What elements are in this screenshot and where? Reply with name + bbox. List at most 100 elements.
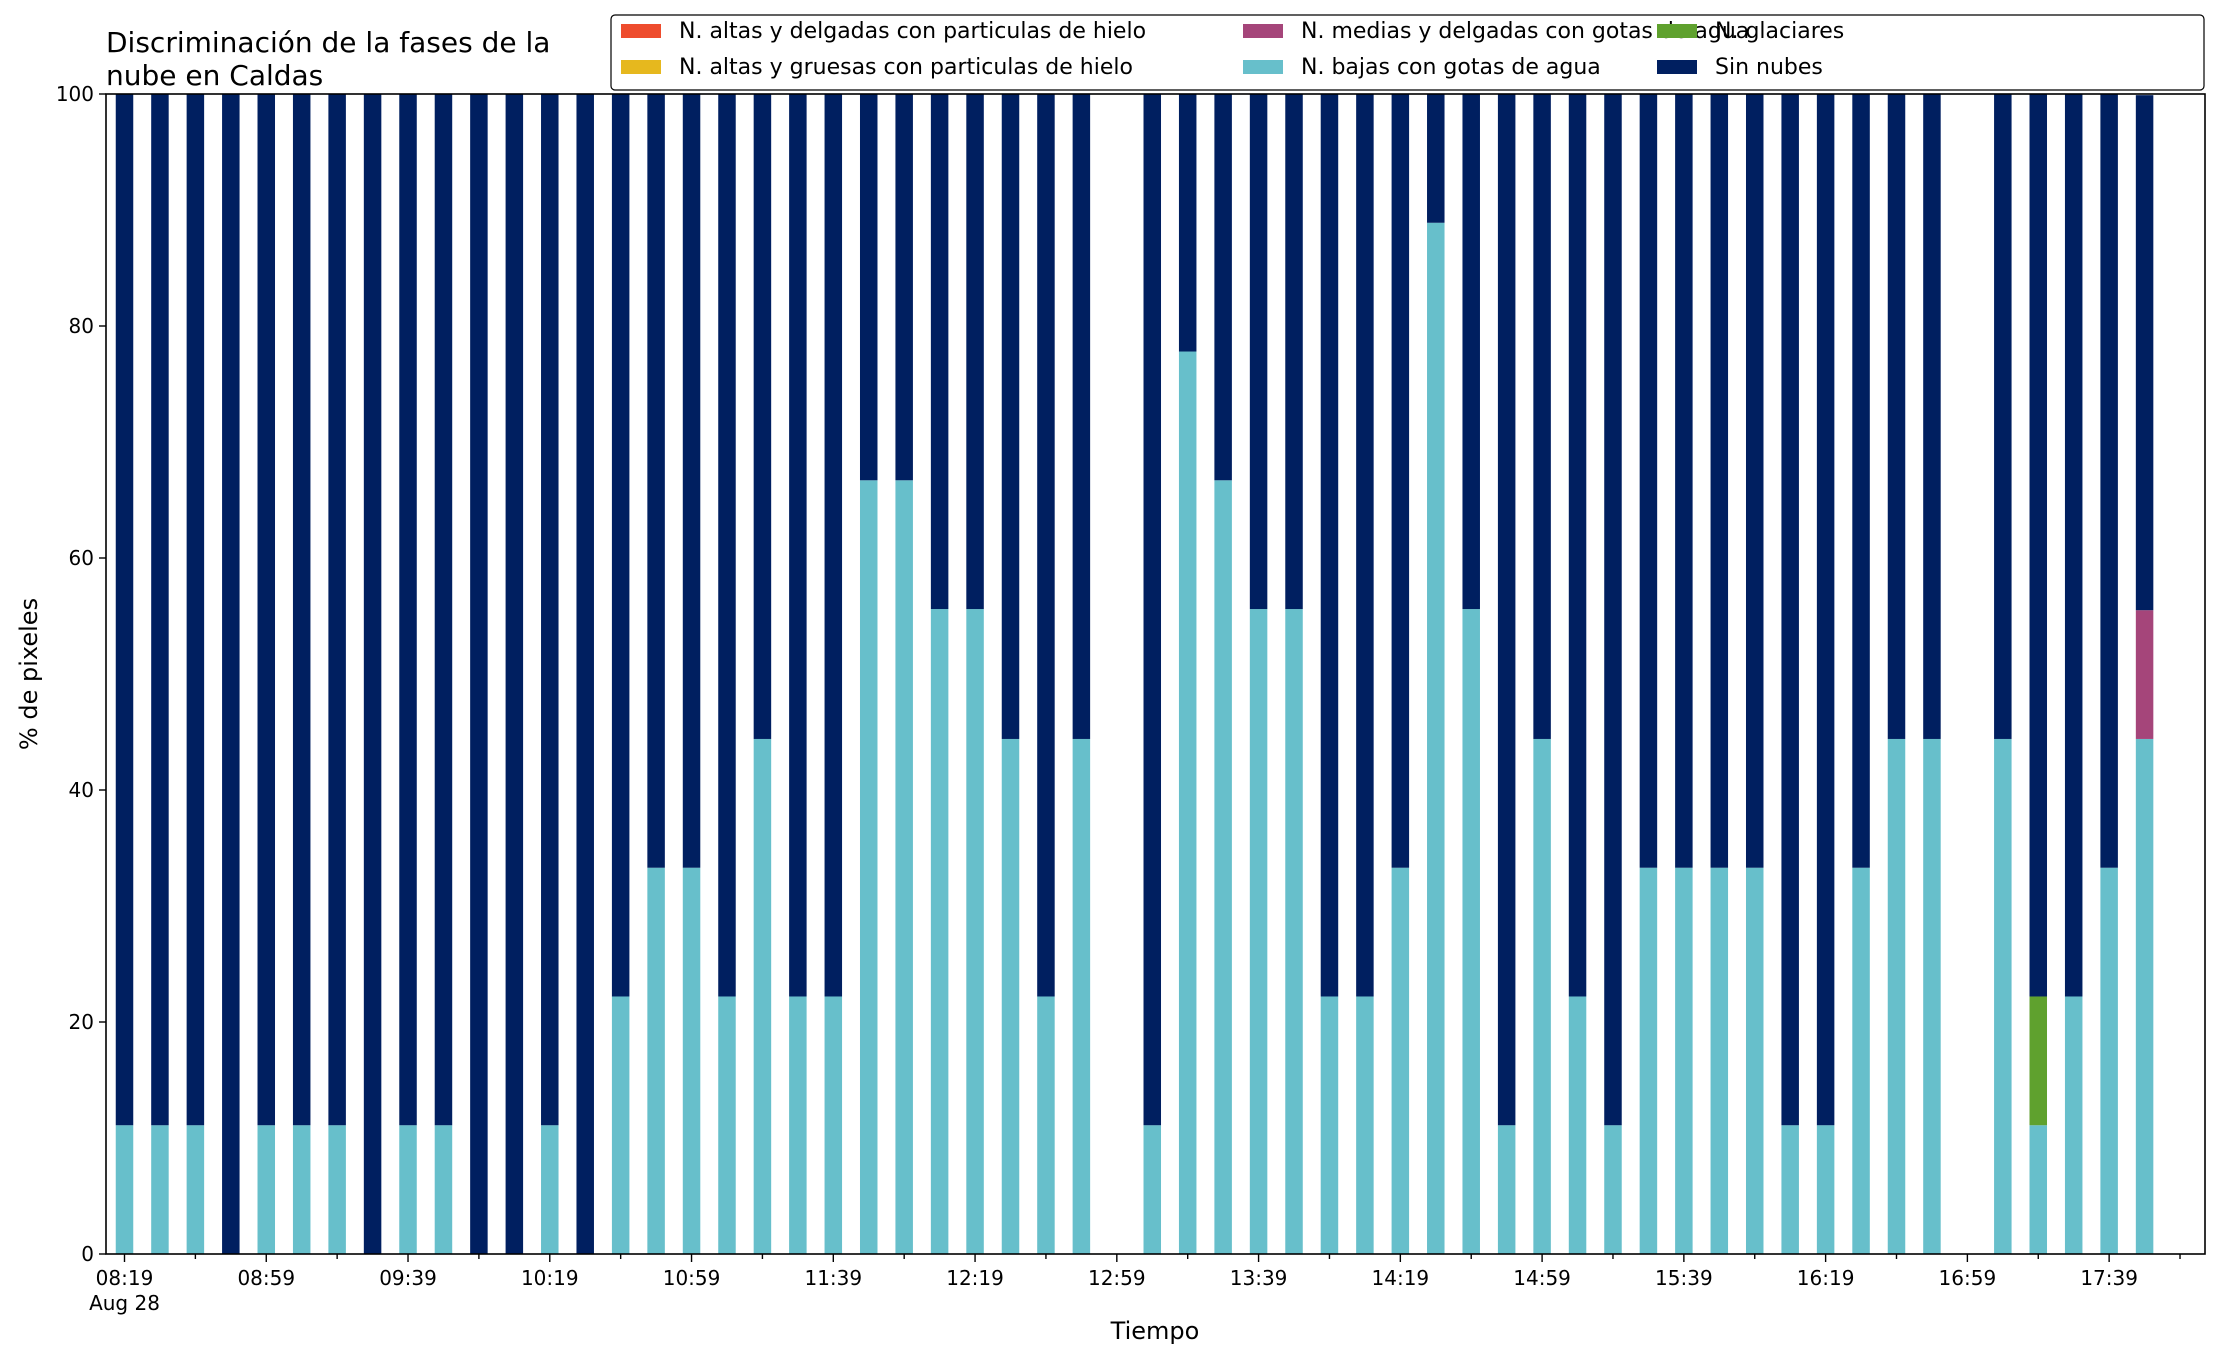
y-tick-label: 40 bbox=[69, 778, 94, 802]
legend-swatch bbox=[1657, 60, 1697, 74]
bar-segment-1739-s2 bbox=[2100, 867, 2118, 1254]
bar-segment-1329-s5 bbox=[1214, 94, 1232, 481]
x-tick-label: 11:39 bbox=[804, 1266, 862, 1290]
bar-segment-1619-s5 bbox=[1816, 94, 1835, 1126]
x-tick-label: 13:39 bbox=[1230, 1266, 1288, 1290]
bar-segment-0859-s2 bbox=[257, 1125, 276, 1254]
bar-segment-1229-s2 bbox=[1001, 738, 1020, 1254]
bar-segment-1719-s3 bbox=[2029, 996, 2048, 1126]
bars-group bbox=[115, 94, 2154, 1254]
bar-segment-1149-s2 bbox=[859, 480, 878, 1254]
legend-swatch bbox=[621, 60, 661, 74]
bar-segment-1749-s4 bbox=[2135, 610, 2154, 739]
bar-segment-1349-s2 bbox=[1285, 609, 1303, 1254]
bar-segment-1129-s2 bbox=[789, 996, 807, 1254]
y-tick-label: 20 bbox=[69, 1010, 94, 1034]
bar-segment-0949-s5 bbox=[434, 94, 453, 1126]
bar-segment-1549-s2 bbox=[1710, 867, 1729, 1254]
bar-segment-1029-s5 bbox=[576, 94, 594, 1254]
bar-segment-1449-s5 bbox=[1497, 94, 1516, 1126]
bar-segment-1119-s2 bbox=[753, 738, 772, 1254]
bar-segment-0839-s5 bbox=[186, 94, 205, 1126]
bar-segment-1239-s5 bbox=[1037, 94, 1055, 997]
bar-segment-1209-s5 bbox=[930, 94, 949, 610]
legend-label: Sin nubes bbox=[1715, 55, 1823, 80]
bar-segment-1409-s2 bbox=[1356, 996, 1374, 1254]
bar-segment-1619-s2 bbox=[1816, 1125, 1835, 1254]
bar-segment-1159-s2 bbox=[895, 480, 913, 1254]
bar-segment-0939-s5 bbox=[399, 94, 417, 1126]
bar-segment-1039-s2 bbox=[611, 996, 630, 1254]
legend-label: N. altas y delgadas con particulas de hi… bbox=[679, 19, 1146, 44]
x-tick-label: 16:59 bbox=[1939, 1266, 1997, 1290]
bar-segment-1459-s2 bbox=[1533, 738, 1551, 1254]
bar-segment-1709-s5 bbox=[1994, 94, 2012, 739]
bar-segment-1719-s2 bbox=[2029, 1125, 2048, 1254]
bar-segment-0929-s5 bbox=[363, 94, 382, 1254]
bar-segment-1729-s2 bbox=[2064, 996, 2083, 1254]
y-axis-label: % de pixeles bbox=[15, 598, 43, 750]
y-tick-label: 0 bbox=[81, 1242, 94, 1266]
bar-segment-1559-s2 bbox=[1745, 867, 1764, 1254]
bar-segment-1429-s2 bbox=[1427, 222, 1445, 1254]
x-tick-label: 09:39 bbox=[379, 1266, 437, 1290]
bar-segment-1109-s5 bbox=[718, 94, 736, 997]
bar-segment-1519-s2 bbox=[1604, 1125, 1622, 1254]
bar-segment-1359-s5 bbox=[1320, 94, 1339, 997]
bar-segment-1109-s2 bbox=[718, 996, 736, 1254]
bar-segment-1319-s5 bbox=[1178, 94, 1197, 352]
bar-segment-1629-s2 bbox=[1852, 867, 1870, 1254]
x-tick-label: 08:19 bbox=[96, 1266, 154, 1290]
bar-segment-0849-s5 bbox=[222, 94, 240, 1254]
bar-segment-1339-s5 bbox=[1249, 94, 1268, 610]
bar-segment-1049-s5 bbox=[647, 94, 665, 868]
x-tick-label: 10:59 bbox=[663, 1266, 721, 1290]
x-axis-label: Tiempo bbox=[1110, 1317, 1200, 1345]
bar-segment-1429-s5 bbox=[1427, 94, 1445, 223]
bar-segment-1649-s5 bbox=[1923, 94, 1941, 739]
bar-segment-0959-s5 bbox=[470, 94, 488, 1254]
y-tick-label: 80 bbox=[69, 314, 94, 338]
x-tick-label: 12:19 bbox=[946, 1266, 1004, 1290]
x-tick-sublabel-date: Aug 28 bbox=[89, 1291, 160, 1315]
x-tick-label: 08:59 bbox=[237, 1266, 295, 1290]
bar-segment-1609-s5 bbox=[1781, 94, 1799, 1126]
bar-segment-1309-s2 bbox=[1143, 1125, 1162, 1254]
bar-segment-1359-s2 bbox=[1320, 996, 1339, 1254]
bar-segment-1339-s2 bbox=[1249, 609, 1268, 1254]
legend-label: N. glaciares bbox=[1715, 19, 1844, 44]
bar-segment-1459-s5 bbox=[1533, 94, 1551, 739]
bar-segment-1059-s5 bbox=[682, 94, 701, 868]
bar-segment-0839-s2 bbox=[186, 1125, 205, 1254]
bar-segment-1139-s5 bbox=[824, 94, 843, 997]
bar-segment-1209-s2 bbox=[930, 609, 949, 1254]
legend-frame bbox=[610, 14, 2205, 91]
bar-segment-1539-s5 bbox=[1675, 94, 1693, 868]
bar-segment-0819-s2 bbox=[115, 1125, 134, 1254]
bar-segment-0819-s5 bbox=[115, 94, 134, 1126]
bar-segment-1009-s5 bbox=[505, 94, 524, 1254]
legend: N. altas y delgadas con particulas de hi… bbox=[610, 14, 2205, 91]
bar-segment-1319-s2 bbox=[1178, 351, 1197, 1254]
chart-title-line-2: nube en Caldas bbox=[106, 59, 323, 92]
bar-segment-1239-s2 bbox=[1037, 996, 1055, 1254]
bar-segment-0909-s2 bbox=[292, 1125, 311, 1254]
bar-segment-0829-s2 bbox=[151, 1125, 169, 1254]
bar-segment-1729-s5 bbox=[2064, 94, 2083, 997]
bar-segment-1629-s5 bbox=[1852, 94, 1870, 868]
chart-title-line-1: Discriminación de la fases de la bbox=[106, 26, 550, 59]
bar-segment-1309-s5 bbox=[1143, 94, 1162, 1126]
x-tick-label: 14:59 bbox=[1513, 1266, 1571, 1290]
bar-segment-0909-s5 bbox=[292, 94, 311, 1126]
bar-segment-1129-s5 bbox=[789, 94, 807, 997]
bar-segment-1529-s5 bbox=[1639, 94, 1658, 868]
bar-segment-1409-s5 bbox=[1356, 94, 1374, 997]
bar-segment-1709-s2 bbox=[1994, 738, 2012, 1254]
bar-segment-1139-s2 bbox=[824, 996, 843, 1254]
bar-segment-0949-s2 bbox=[434, 1125, 453, 1254]
bar-segment-1159-s5 bbox=[895, 94, 913, 481]
bar-segment-1019-s2 bbox=[541, 1125, 559, 1254]
x-tick-label: 14:19 bbox=[1372, 1266, 1430, 1290]
